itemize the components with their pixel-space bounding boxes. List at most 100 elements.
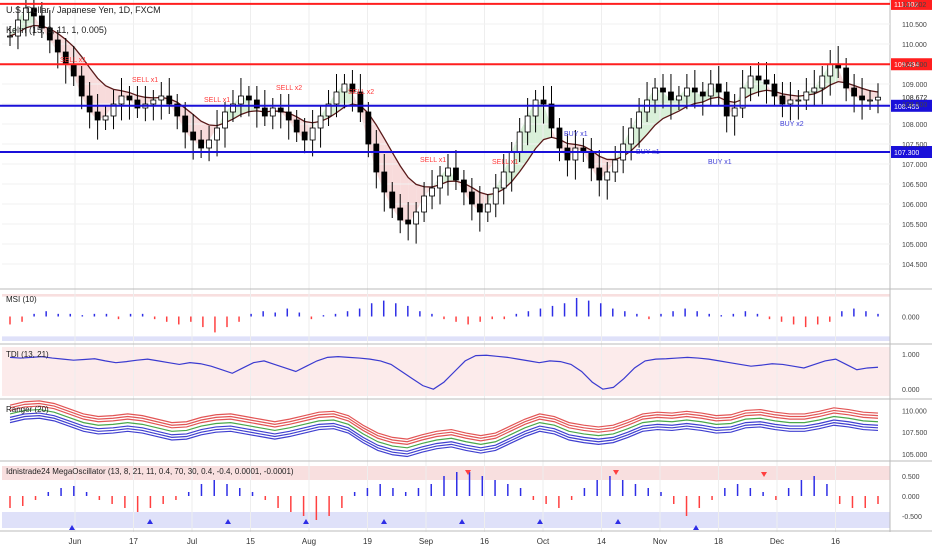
candle-body[interactable] (413, 211, 420, 225)
candle-body[interactable] (819, 75, 826, 89)
candle-body[interactable] (628, 127, 635, 145)
candle-body[interactable] (389, 191, 396, 209)
candle-body[interactable] (110, 103, 117, 117)
candle-body[interactable] (779, 95, 786, 105)
candle-body[interactable] (588, 151, 595, 169)
candle-body[interactable] (230, 103, 236, 113)
candle-body[interactable] (851, 87, 858, 97)
candle-body[interactable] (78, 75, 85, 97)
candle-body[interactable] (532, 99, 539, 117)
candle-body[interactable] (325, 103, 332, 117)
candle-body[interactable] (492, 187, 499, 205)
candle-body[interactable] (596, 167, 603, 181)
candle-body[interactable] (556, 127, 563, 149)
candle-body[interactable] (365, 111, 372, 145)
candle-body[interactable] (484, 203, 491, 213)
candle-body[interactable] (253, 99, 260, 109)
candle-body[interactable] (668, 91, 674, 101)
candle-body[interactable] (150, 99, 157, 105)
candle-body[interactable] (94, 111, 101, 121)
candle-body[interactable] (731, 107, 738, 117)
candle-body[interactable] (468, 191, 475, 205)
candle-body[interactable] (453, 167, 459, 181)
candle-body[interactable] (859, 95, 865, 101)
horizontal-levels[interactable]: 111.002 109.494 108.455 107.300 (0, 0, 932, 158)
candle-body[interactable] (174, 103, 181, 117)
candle-body[interactable] (691, 87, 698, 93)
candle-body[interactable] (747, 75, 754, 89)
candle-body[interactable] (317, 115, 324, 129)
candle-body[interactable] (102, 115, 109, 121)
candle-body[interactable] (333, 91, 340, 105)
candle-body[interactable] (540, 99, 547, 105)
candle-body[interactable] (7, 35, 13, 38)
candle-body[interactable] (30, 7, 37, 17)
candle-body[interactable] (397, 207, 404, 221)
candle-body[interactable] (118, 95, 125, 105)
candle-body[interactable] (429, 187, 435, 197)
candle-body[interactable] (612, 159, 619, 173)
candle-body[interactable] (803, 91, 810, 101)
candle-body[interactable] (134, 99, 141, 109)
candle-body[interactable] (15, 19, 21, 37)
candle-body[interactable] (827, 63, 834, 77)
candle-body[interactable] (341, 83, 348, 93)
candle-body[interactable] (126, 95, 133, 101)
candle-body[interactable] (755, 75, 762, 81)
candle-body[interactable] (771, 83, 778, 97)
candle-body[interactable] (222, 111, 228, 129)
candle-body[interactable] (309, 127, 316, 141)
candle-body[interactable] (699, 91, 706, 97)
candle-body[interactable] (245, 95, 252, 101)
candle-body[interactable] (54, 39, 61, 53)
candle-body[interactable] (476, 203, 483, 213)
candle-body[interactable] (293, 119, 300, 133)
candle-body[interactable] (715, 83, 722, 93)
candle-body[interactable] (516, 131, 523, 153)
candle-body[interactable] (349, 83, 356, 93)
candle-body[interactable] (46, 27, 53, 41)
candle-body[interactable] (548, 103, 555, 129)
candle-body[interactable] (867, 99, 873, 102)
candle-body[interactable] (461, 179, 467, 193)
candle-body[interactable] (723, 91, 730, 117)
candle-body[interactable] (500, 171, 507, 189)
candle-body[interactable] (572, 147, 579, 161)
candle-body[interactable] (683, 87, 690, 97)
candle-body[interactable] (437, 175, 443, 189)
candle-body[interactable] (214, 127, 220, 141)
candle-body[interactable] (190, 131, 197, 141)
candle-body[interactable] (405, 219, 412, 225)
candle-body[interactable] (843, 67, 850, 89)
candle-body[interactable] (564, 147, 571, 161)
candle-body[interactable] (357, 91, 364, 113)
candle-body[interactable] (301, 131, 308, 141)
candle-body[interactable] (811, 87, 818, 93)
candle-body[interactable] (660, 87, 666, 93)
candle-body[interactable] (445, 167, 451, 177)
candle-body[interactable] (524, 115, 531, 133)
candle-body[interactable] (182, 115, 189, 133)
candle-body[interactable] (795, 99, 802, 102)
candle-body[interactable] (269, 107, 276, 117)
candle-body[interactable] (381, 171, 388, 193)
candle-body[interactable] (373, 143, 380, 173)
candle-body[interactable] (739, 87, 746, 109)
candle-body[interactable] (707, 83, 714, 97)
candle-body[interactable] (206, 139, 212, 149)
candle-body[interactable] (261, 107, 268, 117)
candle-body[interactable] (421, 195, 427, 213)
candle-body[interactable] (23, 7, 29, 21)
candle-body[interactable] (158, 95, 165, 101)
candle-body[interactable] (604, 171, 611, 181)
candle-body[interactable] (277, 107, 284, 113)
candle-body[interactable] (285, 111, 292, 121)
candle-body[interactable] (636, 111, 643, 129)
candle-body[interactable] (198, 139, 205, 149)
candle-body[interactable] (676, 95, 682, 101)
candle-body[interactable] (166, 95, 173, 105)
candle-body[interactable] (787, 99, 794, 105)
candle-body[interactable] (652, 87, 658, 101)
candle-body[interactable] (86, 95, 93, 113)
candle-body[interactable] (763, 79, 770, 85)
